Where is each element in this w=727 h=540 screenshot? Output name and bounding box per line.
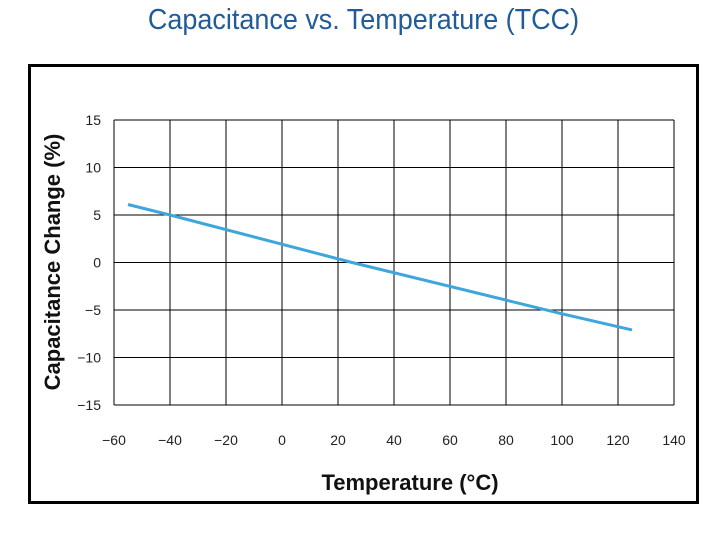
y-tick-label-4: −5 xyxy=(85,302,101,318)
x-tick-label-3: 0 xyxy=(278,432,286,448)
chart-title: Capacitance vs. Temperature (TCC) xyxy=(147,4,580,36)
series-line-0 xyxy=(127,203,633,332)
grid-lines xyxy=(113,119,675,406)
y-tick-label-5: −10 xyxy=(77,350,101,366)
series-group xyxy=(127,203,633,332)
y-tick-label-3: 0 xyxy=(93,255,101,271)
x-tick-label-0: −60 xyxy=(102,432,126,448)
y-tick-label-0: 15 xyxy=(85,112,101,128)
x-axis-label: Temperature (°C) xyxy=(321,470,498,495)
x-tick-label-7: 80 xyxy=(498,432,514,448)
chart-frame xyxy=(28,64,699,504)
x-tick-label-1: −40 xyxy=(158,432,182,448)
y-axis-label: Capacitance Change (%) xyxy=(40,134,65,391)
y-tick-labels: 15 10 5 0 −5 −10 −15 xyxy=(77,112,101,413)
x-tick-label-4: 20 xyxy=(330,432,346,448)
y-tick-label-1: 10 xyxy=(85,160,101,176)
x-tick-label-5: 40 xyxy=(386,432,402,448)
x-tick-labels: −60 −40 −20 0 20 40 60 80 100 120 140 xyxy=(102,432,686,448)
y-tick-label-6: −15 xyxy=(77,397,101,413)
x-tick-label-6: 60 xyxy=(442,432,458,448)
x-tick-label-9: 120 xyxy=(606,432,630,448)
x-tick-label-2: −20 xyxy=(214,432,238,448)
y-tick-label-2: 5 xyxy=(93,207,101,223)
x-tick-label-10: 140 xyxy=(662,432,686,448)
x-tick-label-8: 100 xyxy=(550,432,574,448)
